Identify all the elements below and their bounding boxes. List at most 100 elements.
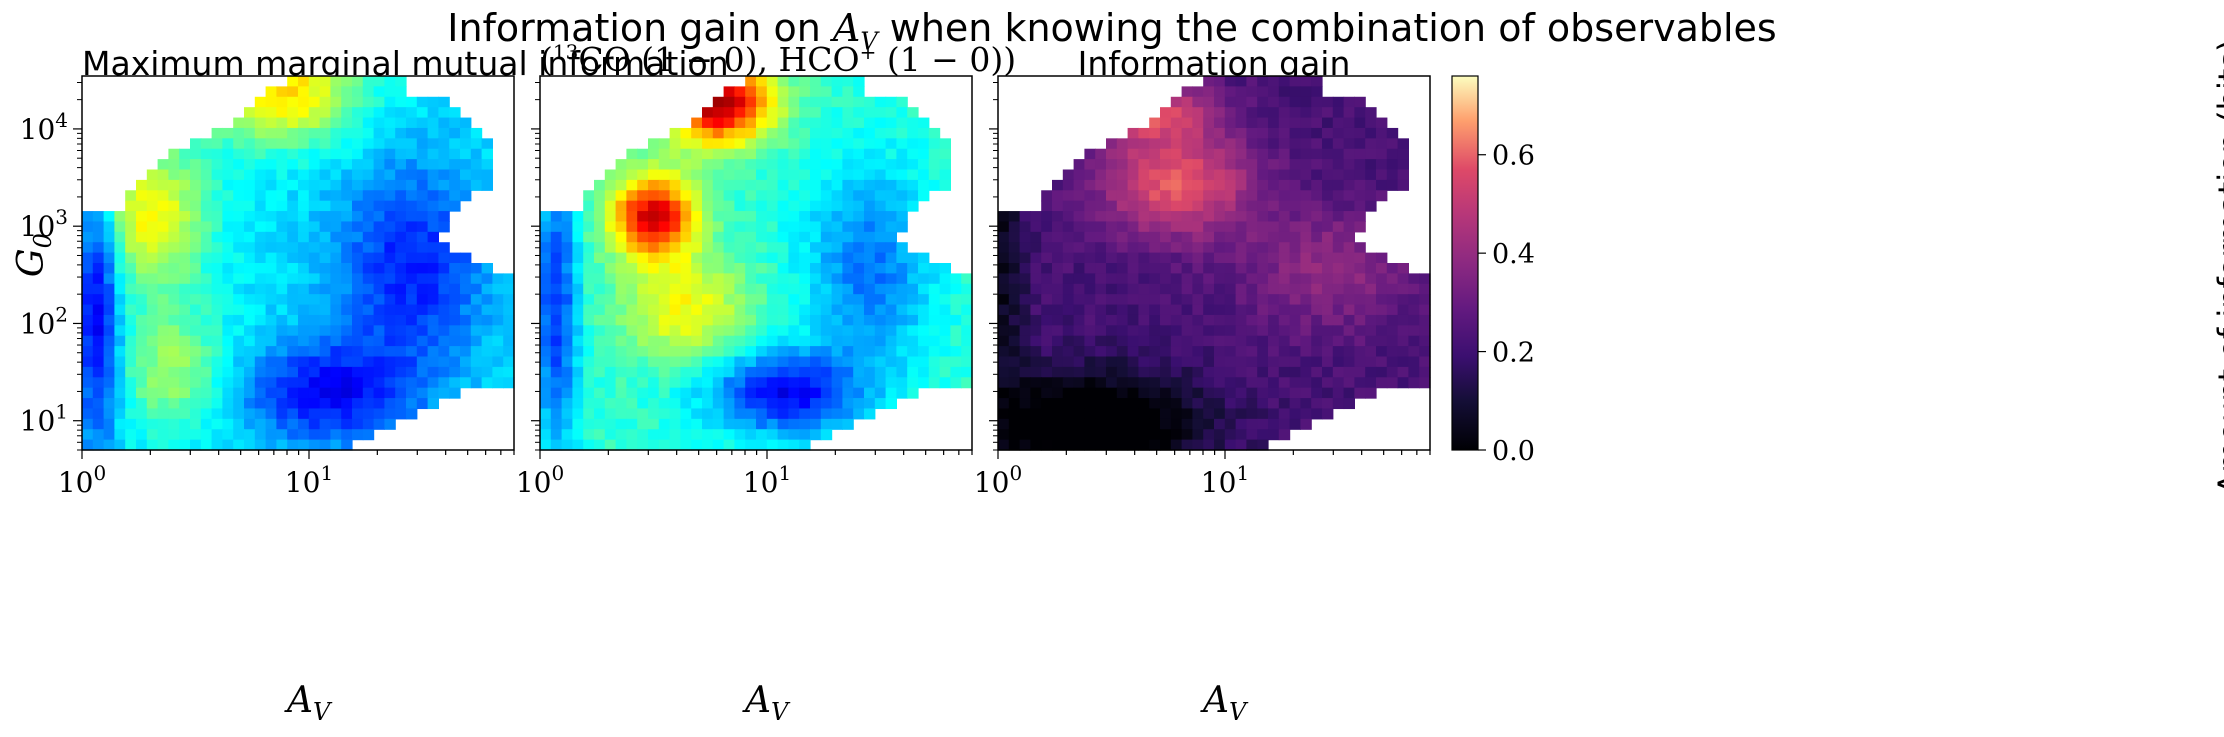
heatmap-cell: [799, 314, 811, 326]
heatmap-cell: [745, 387, 757, 399]
heatmap-cell: [604, 211, 617, 223]
heatmap-cell: [1170, 346, 1183, 358]
heatmap-cell: [1235, 366, 1247, 378]
heatmap-cell: [810, 96, 822, 108]
heatmap-cell: [449, 263, 461, 274]
heatmap-cell: [319, 76, 331, 87]
heatmap-cell: [1138, 356, 1150, 368]
heatmap-cell: [1376, 304, 1388, 316]
heatmap-cell: [540, 314, 552, 326]
heatmap-cell: [669, 283, 681, 295]
heatmap-cell: [373, 294, 385, 306]
heatmap-cell: [373, 76, 385, 87]
heatmap-cell: [1192, 387, 1204, 399]
heatmap-cell: [298, 335, 310, 347]
heatmap-cell: [788, 325, 800, 337]
heatmap-cell: [1322, 387, 1334, 399]
heatmap-cell: [1073, 242, 1085, 254]
heatmap-cell: [287, 179, 299, 191]
panel-3-xlabel-base: A: [1203, 680, 1229, 721]
heatmap-cell: [831, 408, 843, 420]
heatmap-cell: [745, 169, 757, 181]
heatmap-cell: [373, 283, 385, 295]
heatmap-cell: [1343, 242, 1355, 254]
heatmap-cell: [1019, 377, 1031, 389]
heatmap-cell: [1192, 335, 1204, 347]
heatmap-cell: [416, 283, 429, 295]
heatmap-cell: [211, 221, 223, 233]
heatmap-cell: [179, 335, 191, 347]
heatmap-cell: [788, 190, 800, 202]
heatmap-cell: [92, 273, 105, 285]
heatmap-cell: [1052, 263, 1064, 274]
heatmap-cell: [637, 159, 649, 171]
heatmap-cell: [373, 221, 385, 233]
heatmap-cell: [330, 76, 342, 87]
heatmap-cell: [820, 159, 833, 171]
heatmap-cell: [583, 314, 595, 326]
heatmap-cell: [449, 294, 461, 306]
heatmap-cell: [244, 107, 256, 119]
heatmap-cell: [961, 325, 973, 337]
heatmap-cell: [1084, 242, 1096, 254]
heatmap-cell: [384, 96, 396, 108]
heatmap-cell: [136, 242, 148, 254]
heatmap-cell: [723, 148, 735, 160]
heatmap-cell: [1160, 439, 1172, 451]
heatmap-cell: [712, 96, 725, 108]
heatmap-cell: [658, 377, 671, 389]
heatmap-cell: [352, 179, 364, 191]
heatmap-cell: [1084, 159, 1096, 171]
heatmap-cell: [1008, 231, 1021, 243]
heatmap-cell: [470, 283, 483, 295]
heatmap-cell: [1138, 387, 1150, 399]
heatmap-cell: [1095, 242, 1107, 254]
heatmap-cell: [341, 335, 353, 347]
heatmap-cell: [1354, 304, 1366, 316]
heatmap-cell: [492, 335, 504, 347]
heatmap-cell: [1203, 304, 1215, 316]
heatmap-cell: [82, 211, 94, 223]
heatmap-cell: [874, 159, 887, 171]
heatmap-cell: [1224, 179, 1237, 191]
heatmap-cell: [298, 107, 310, 119]
heatmap-cell: [756, 314, 768, 326]
heatmap-cell: [680, 325, 692, 337]
heatmap-cell: [799, 377, 811, 389]
heatmap-cell: [352, 96, 364, 108]
heatmap-cell: [756, 418, 768, 430]
heatmap-cell: [1224, 211, 1237, 223]
heatmap-cell: [1138, 314, 1150, 326]
heatmap-cell: [1106, 179, 1118, 191]
heatmap-cell: [1181, 366, 1193, 378]
heatmap-cell: [146, 429, 159, 441]
heatmap-cell: [254, 294, 267, 306]
heatmap-cell: [1214, 107, 1226, 119]
heatmap-panel-3: [998, 76, 1431, 451]
heatmap-cell: [1073, 231, 1085, 243]
heatmap-cell: [658, 159, 671, 171]
heatmap-cell: [244, 138, 256, 150]
heatmap-cell: [637, 273, 649, 285]
heatmap-cell: [362, 273, 375, 285]
heatmap-cell: [1084, 190, 1096, 202]
heatmap-cell: [1203, 387, 1215, 399]
heatmap-cell: [416, 117, 429, 129]
heatmap-cell: [179, 418, 191, 430]
heatmap-cell: [864, 159, 876, 171]
heatmap-cell: [1289, 169, 1301, 181]
heatmap-cell: [1008, 304, 1021, 316]
heatmap-cell: [1181, 439, 1193, 451]
heatmap-cell: [308, 418, 321, 430]
heatmap-cell: [1062, 169, 1075, 181]
heatmap-cell: [939, 138, 951, 150]
heatmap-cell: [319, 398, 331, 410]
heatmap-cell: [1116, 190, 1129, 202]
heatmap-cell: [680, 242, 692, 254]
heatmap-cell: [1289, 283, 1301, 295]
heatmap-cell: [583, 211, 595, 223]
heatmap-cell: [842, 127, 854, 139]
heatmap-cell: [395, 366, 407, 378]
heatmap-cell: [1311, 117, 1323, 129]
heatmap-cell: [648, 200, 660, 212]
